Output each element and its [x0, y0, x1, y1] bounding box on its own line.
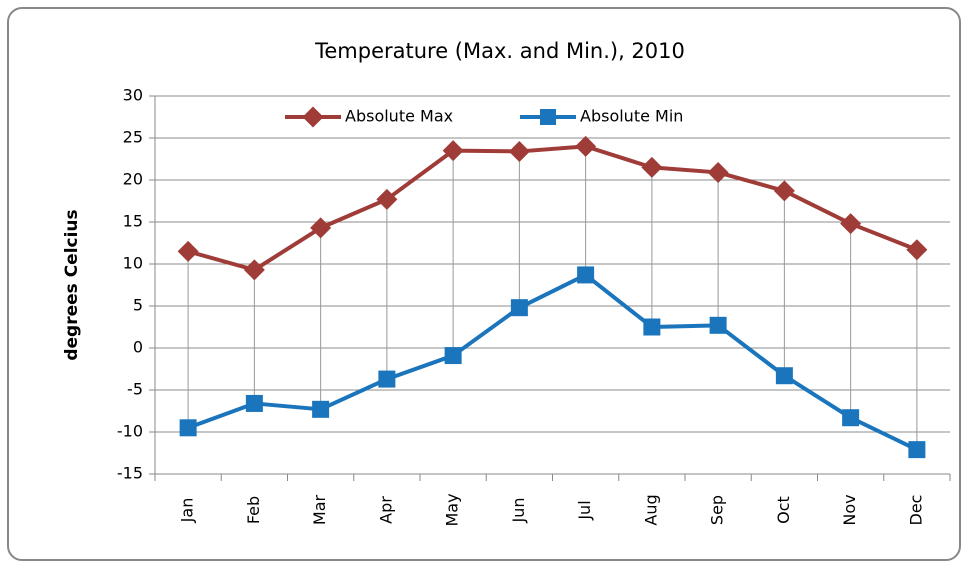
marker: [840, 213, 862, 235]
series-line: [187, 272, 918, 452]
y-tick-label: 25: [123, 128, 143, 147]
marker: [709, 316, 727, 334]
marker: [577, 266, 595, 284]
x-tick-label: Oct: [774, 496, 793, 524]
y-tick-label: 0: [133, 338, 143, 357]
marker: [302, 106, 324, 128]
marker: [641, 156, 663, 178]
x-tick-label: Apr: [376, 496, 395, 524]
plot-area: -15 -10 -5 0 5 10 15 20 25 30 Jan Feb Mar Apr May Jun Ju…: [117, 86, 951, 527]
marker: [312, 400, 330, 418]
x-tick-label: Jan: [178, 498, 197, 524]
chart-frame: [7, 7, 961, 561]
marker: [310, 217, 332, 239]
marker: [707, 161, 729, 183]
marker: [245, 394, 263, 412]
legend-label: Absolute Min: [580, 107, 683, 126]
marker: [179, 419, 197, 437]
marker: [177, 240, 199, 262]
marker: [908, 441, 926, 459]
marker: [378, 370, 396, 388]
y-tick-label: -5: [127, 380, 143, 399]
x-tick-label: Jun: [509, 498, 528, 524]
y-tick-label: 20: [123, 170, 143, 189]
x-tick-label: Aug: [641, 494, 660, 525]
x-tick-label: Dec: [906, 495, 925, 526]
chart-title: Temperature (Max. and Min.), 2010: [314, 39, 685, 63]
legend-label: Absolute Max: [345, 107, 453, 126]
marker: [773, 180, 795, 202]
marker: [442, 140, 464, 162]
y-tick-label: -15: [117, 464, 143, 483]
marker: [376, 188, 398, 210]
marker: [906, 239, 928, 261]
marker: [575, 135, 597, 157]
x-tick-label: Mar: [310, 494, 329, 525]
marker: [775, 367, 793, 385]
x-tick-label: Feb: [244, 496, 263, 524]
marker: [508, 140, 530, 162]
y-axis-label: degrees Celcius: [62, 209, 82, 360]
x-tick-label: Jul: [575, 500, 594, 520]
marker: [444, 347, 462, 365]
y-tick-label: 5: [133, 296, 143, 315]
y-tick-label: 30: [123, 86, 143, 105]
x-tick-label: May: [443, 493, 462, 526]
marker: [243, 259, 265, 281]
series-line: [187, 144, 918, 272]
y-tick-label: 15: [123, 212, 143, 231]
marker: [540, 109, 556, 125]
y-tick-label: -10: [117, 422, 143, 441]
y-tick-label: 10: [123, 254, 143, 273]
x-tick-label: Sep: [708, 495, 727, 525]
marker: [643, 318, 661, 336]
x-tick-label: Nov: [840, 494, 859, 525]
marker: [842, 409, 860, 427]
marker: [510, 299, 528, 317]
